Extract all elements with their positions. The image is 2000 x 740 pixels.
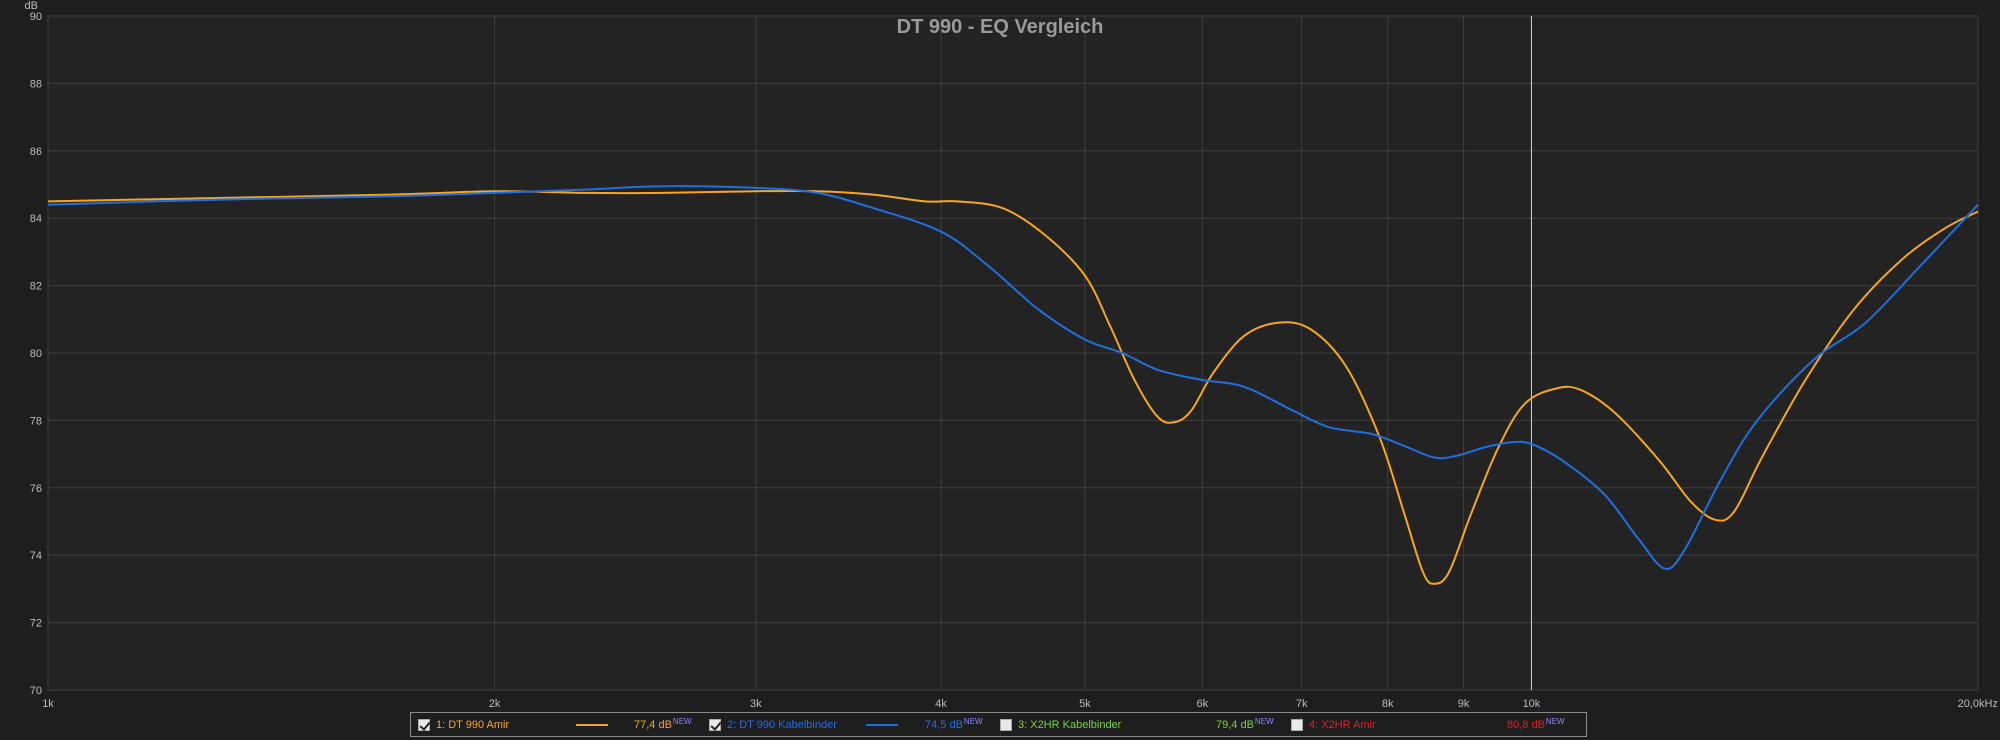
x-tick-label: 9k	[1458, 698, 1470, 710]
legend-label-3: 3: X2HR Kabelbinder	[1018, 718, 1122, 731]
y-tick-label: 90	[30, 11, 42, 23]
y-tick-label: 82	[30, 281, 42, 293]
frequency-response-chart: 70 72 74 76 78 80 82 84 86 88 90 1k 2k 3k 4k 5k 6k 7k 8k 9k…	[25, 0, 1998, 710]
y-tick-label: 74	[30, 550, 42, 562]
x-tick-label: 4k	[935, 698, 947, 710]
y-axis-unit: dB	[25, 0, 38, 12]
legend-checkbox-3[interactable]	[1000, 718, 1012, 731]
x-tick-label: 20,0kHz	[1958, 698, 1998, 710]
chart-title: DT 990 - EQ Vergleich	[897, 16, 1104, 38]
legend-level-value-1: 77,4 dB	[634, 718, 672, 731]
y-tick-label: 80	[30, 348, 42, 360]
legend-label-1: 1: DT 990 Amir	[436, 718, 510, 731]
legend-level-2: 74,5 dB NEW	[925, 713, 983, 736]
x-tick-label: 5k	[1079, 698, 1091, 710]
series-line-2	[47, 185, 1979, 570]
legend-checkbox-4[interactable]	[1291, 718, 1303, 731]
legend-level-3: 79,4 dB NEW	[1216, 713, 1274, 736]
legend-level-1: 77,4 dB NEW	[634, 713, 692, 736]
legend-new-badge-2: NEW	[963, 717, 983, 726]
legend-checkbox-2[interactable]	[709, 718, 721, 731]
legend-label-4: 4: X2HR Amir	[1309, 718, 1376, 731]
legend-item-1[interactable]: 1: DT 990 Amir	[418, 713, 509, 736]
y-tick-label: 86	[30, 146, 42, 158]
y-tick-label: 76	[30, 483, 42, 495]
legend-item-3[interactable]: 3: X2HR Kabelbinder	[1000, 713, 1121, 736]
legend-label-2: 2: DT 990 Kabelbinder	[727, 718, 837, 731]
x-tick-label: 2k	[489, 698, 501, 710]
y-tick-label: 78	[30, 415, 42, 427]
x-tick-label: 10k	[1523, 698, 1541, 710]
legend-swatch-1	[576, 724, 608, 726]
legend-item-4[interactable]: 4: X2HR Amir	[1291, 713, 1376, 736]
x-tick-label: 7k	[1296, 698, 1308, 710]
x-tick-label: 6k	[1197, 698, 1209, 710]
legend-level-value-3: 79,4 dB	[1216, 718, 1254, 731]
legend: 1: DT 990 Amir 77,4 dB NEW 2: DT 990 Kabe…	[410, 712, 1587, 737]
legend-level-value-2: 74,5 dB	[925, 718, 963, 731]
legend-checkbox-1[interactable]	[418, 718, 430, 731]
y-tick-label: 88	[30, 78, 42, 90]
y-tick-label: 70	[30, 685, 42, 697]
x-tick-label: 8k	[1382, 698, 1394, 710]
axes: 70 72 74 76 78 80 82 84 86 88 90 1k 2k 3k 4k 5k 6k 7k 8k 9k…	[30, 11, 1998, 710]
y-tick-label: 72	[30, 618, 42, 630]
y-tick-label: 84	[30, 213, 42, 225]
series-group	[47, 185, 1979, 585]
legend-new-badge-1: NEW	[672, 717, 692, 726]
legend-level-4: 80,8 dB NEW	[1507, 713, 1565, 736]
x-tick-label: 3k	[750, 698, 762, 710]
legend-new-badge-3: NEW	[1254, 717, 1274, 726]
x-tick-label: 1k	[42, 698, 54, 710]
legend-item-2[interactable]: 2: DT 990 Kabelbinder	[709, 713, 837, 736]
series-line-1	[47, 189, 1979, 585]
legend-swatch-2	[866, 724, 898, 726]
legend-new-badge-4: NEW	[1545, 717, 1565, 726]
legend-level-value-4: 80,8 dB	[1507, 718, 1545, 731]
